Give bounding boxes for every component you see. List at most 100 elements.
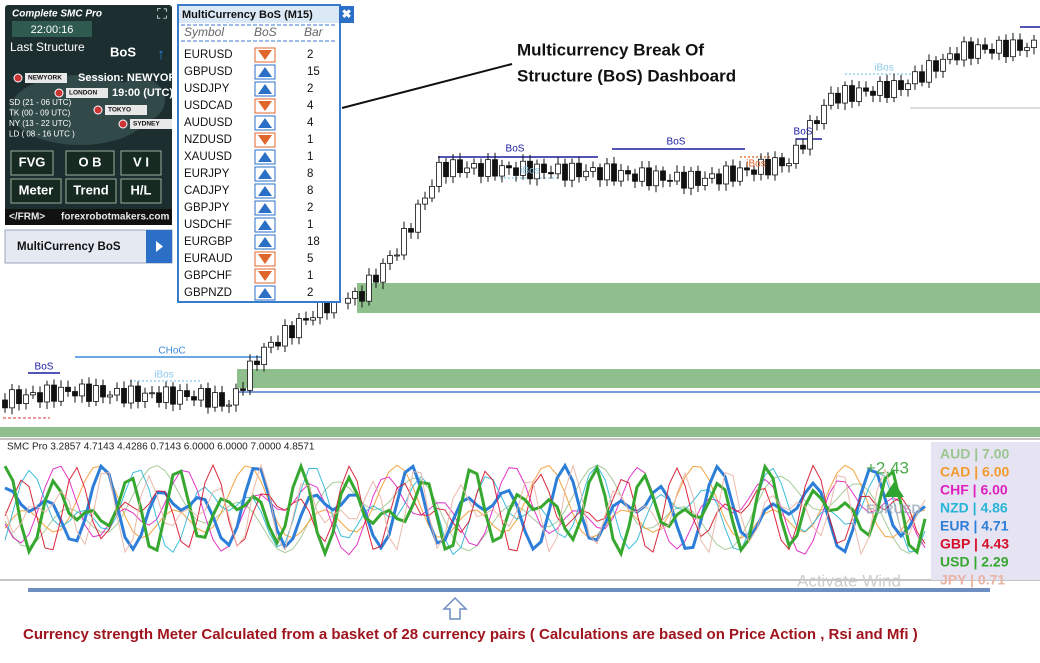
candle-body [527,160,533,180]
annotation-line: Structure (BoS) Dashboard [517,66,736,85]
candle-body [975,44,981,59]
feature-button-label[interactable]: H/L [131,182,152,197]
change-label: +2.43 [866,458,909,477]
candle-body [149,392,155,395]
candle-body [310,317,316,321]
candle-body [786,163,792,167]
feature-button-label[interactable]: O B [78,154,101,169]
candle-body [72,391,78,397]
candle-body [541,163,547,173]
strength-line [3,462,927,558]
feature-button[interactable] [65,150,115,176]
candle-body [156,392,162,403]
candle-body [933,60,939,72]
candle-body [870,90,876,96]
candle-body [58,386,64,402]
last-structure-value: BoS [110,44,136,59]
strength-item: AUD | 7.00 [940,446,1009,462]
dashboard-title: MultiCurrency BoS (M15) [182,9,313,21]
up-arrow [884,482,904,497]
candle-body [695,170,701,186]
candle-body [982,44,988,50]
symbol: GBPNZD [184,287,232,299]
toggle-button[interactable] [4,229,173,264]
feature-button[interactable] [10,178,62,204]
symbol: GBPCHF [184,270,232,282]
feature-button[interactable] [120,178,162,204]
candle-body [639,167,645,182]
candle-body [380,262,386,283]
feature-button[interactable] [120,150,162,176]
candle-body [716,173,722,185]
session-hours: SD (21 - 06 UTC) [9,98,72,107]
candle-body [604,163,610,181]
candle-body [121,388,127,404]
symbol: XAUUSD [184,151,232,163]
column-header: Bar [304,25,324,39]
bar-count: 1 [307,219,313,231]
structure-label: iBos [746,159,765,170]
candle-body [625,170,631,175]
candle-body [940,58,946,72]
bos-down [258,135,272,145]
candle-body [618,170,624,182]
candle-body [366,274,372,302]
candle-body [261,346,267,366]
candle-body [471,163,477,169]
session-hours: NY (13 - 22 UTC) [9,119,71,128]
candle-body [1003,39,1009,58]
annotation-pointer [341,63,513,109]
candle-body [758,158,764,175]
demand-zone [0,427,1040,437]
strength-line [4,463,926,553]
city: TOKYO [108,107,131,114]
candle-body [793,144,799,165]
feature-button[interactable] [10,150,54,176]
candle-body [905,83,911,90]
close-icon[interactable]: ✖ [341,7,351,21]
candle-body [898,80,904,90]
bos-up [258,203,272,213]
candle-body [289,325,295,339]
symbol: USDJPY [184,83,230,95]
strength-item: CHF | 6.00 [940,482,1008,498]
chart-labels: BoS CHoC iBos BoS iBos BoS iBos BoS iBos [35,63,894,381]
city: SYDNEY [133,121,160,128]
close-button[interactable] [339,6,354,23]
dashboard-titlebar [179,6,339,23]
maximize-icon[interactable]: ⛶ [157,6,167,22]
candle-body [1010,39,1016,58]
world-map [115,78,165,122]
session-time: 19:00 (UTC) [112,87,173,99]
symbol-label: EURUSD [866,501,921,516]
structure-label: BoS [506,144,525,155]
bos-up [258,84,272,94]
candle-body [359,291,365,302]
clock: 22:00:16 [31,24,74,36]
flag [93,105,103,115]
candle-body [401,228,407,256]
bar-count: 18 [307,236,320,248]
toggle-label[interactable]: MultiCurrency BoS [17,241,121,253]
feature-button-label[interactable]: Meter [19,182,54,197]
strength-panel [931,442,1040,580]
candle-body [849,85,855,102]
candle-body [226,404,232,407]
candle-body [856,87,862,102]
strength-line [4,462,926,554]
candle-body [569,162,575,181]
candle-body [520,160,526,176]
candle-body [219,392,225,407]
feature-button-label[interactable]: V I [133,154,149,169]
bar-count: 8 [307,168,313,180]
feature-button-label[interactable]: FVG [19,154,46,169]
candle-body [926,60,932,83]
feature-button-label[interactable]: Trend [73,182,108,197]
candle-body [555,163,561,175]
candle-body [387,255,393,264]
feature-button[interactable] [65,178,117,204]
toggle-arrow[interactable] [156,241,163,252]
flag [13,73,23,83]
